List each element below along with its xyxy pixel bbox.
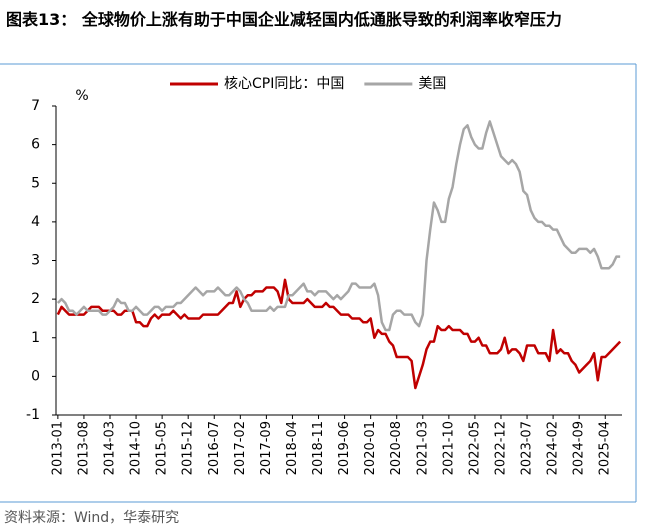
- legend-label: 美国: [418, 76, 446, 92]
- y-tick-label: 2: [31, 291, 40, 307]
- x-tick-label: 2022-12: [493, 421, 508, 475]
- series-line: [56, 120, 621, 332]
- x-tick-label: 2017-09: [259, 421, 274, 475]
- y-tick-label: 5: [31, 175, 40, 191]
- source: 资料来源：Wind，华泰研究: [4, 510, 179, 526]
- x-tick-label: 2014-03: [102, 421, 117, 475]
- x-tick-label: 2019-06: [337, 421, 352, 475]
- x-tick-label: 2024-09: [572, 421, 587, 475]
- y-tick-label: 1: [31, 330, 40, 346]
- x-tick-label: 2016-07: [207, 421, 222, 475]
- y-tick-label: 7: [31, 98, 40, 114]
- x-tick-label: 2020-01: [363, 421, 378, 475]
- series-line: [56, 278, 622, 390]
- x-tick-label: 2017-02: [233, 421, 248, 475]
- x-tick-label: 2024-02: [546, 421, 561, 475]
- x-tick-label: 2013-01: [50, 421, 65, 475]
- y-tick-label: 6: [31, 137, 40, 153]
- y-tick-label: -1: [26, 407, 40, 423]
- y-tick-label: 0: [31, 368, 40, 384]
- x-tick-label: 2023-07: [520, 421, 535, 475]
- x-tick-label: 2022-05: [467, 421, 482, 475]
- chart-title: 图表13： 全球物价上涨有助于中国企业减轻国内低通胀导致的利润率收窄压力: [6, 10, 562, 29]
- x-tick-label: 2020-08: [389, 421, 404, 475]
- legend-label: 核心CPI同比：中国: [224, 76, 344, 92]
- x-tick-label: 2015-05: [155, 421, 170, 475]
- x-tick-label: 2013-08: [76, 421, 91, 475]
- x-tick-label: 2021-03: [415, 421, 430, 475]
- x-tick-label: 2015-12: [181, 421, 196, 475]
- y-tick-label: 3: [31, 253, 40, 269]
- x-tick-label: 2018-04: [285, 421, 300, 475]
- x-tick-label: 2014-10: [129, 421, 144, 475]
- y-unit: %: [75, 88, 88, 104]
- x-tick-label: 2018-11: [311, 421, 326, 475]
- x-tick-label: 2025-04: [598, 421, 613, 475]
- y-tick-label: 4: [31, 214, 40, 230]
- x-tick-label: 2021-10: [441, 421, 456, 475]
